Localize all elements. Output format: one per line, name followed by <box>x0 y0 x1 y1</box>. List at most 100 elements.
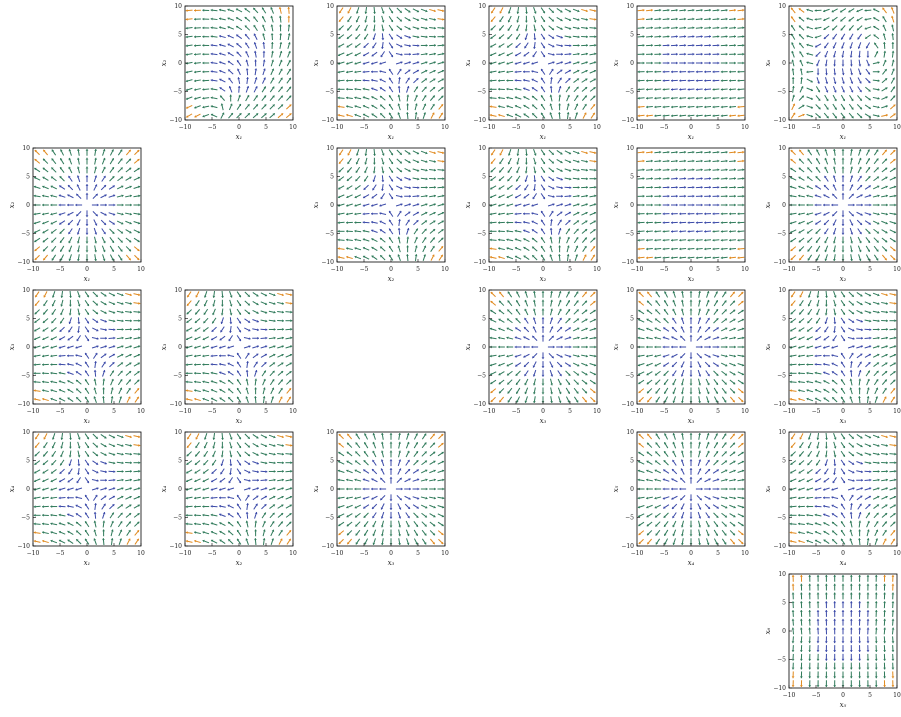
stream-arrowhead <box>842 224 845 226</box>
stream-arrowhead <box>663 346 665 349</box>
stream-arrowhead <box>364 12 367 14</box>
stream-arrowhead <box>646 212 648 215</box>
stream-arrowhead <box>338 213 340 216</box>
stream-arrowhead <box>86 242 89 244</box>
stream-arrowhead <box>721 248 723 251</box>
stream-arrowhead <box>663 88 665 91</box>
stream-arrowhead <box>525 21 528 23</box>
stream-arrowhead <box>704 88 706 91</box>
stream-arrowhead <box>815 204 817 207</box>
stream-arrowhead <box>654 230 656 233</box>
x-tick-label: 5 <box>868 124 872 131</box>
stream-arrowhead <box>654 256 656 259</box>
stream-arrowhead <box>381 180 384 182</box>
stream-arrowhead <box>676 44 678 47</box>
stream-arrowhead <box>578 53 580 56</box>
stream-arrowhead <box>417 186 419 189</box>
stream-arrowhead <box>823 204 825 207</box>
stream-arrowhead <box>696 212 698 215</box>
stream-arrowhead <box>853 204 855 207</box>
stream-arrowhead <box>684 26 686 29</box>
stream-arrowhead <box>643 62 645 65</box>
stream-arrowhead <box>833 65 836 67</box>
stream-arrowhead <box>742 186 744 189</box>
panel-0-4: −10−10−5−500551010x₁x₅ <box>612 3 749 141</box>
stream-arrowhead <box>643 204 645 207</box>
stream-arrowhead <box>586 186 588 189</box>
stream-arrowhead <box>692 35 694 38</box>
stream-arrowhead <box>212 296 215 298</box>
stream-arrowhead <box>684 204 686 207</box>
stream-arrowhead <box>516 154 519 156</box>
x-tick-label: 5 <box>264 124 268 131</box>
stream-arrowhead <box>663 212 665 215</box>
stream-arrowhead <box>406 254 409 256</box>
stream-arrowhead <box>713 248 715 251</box>
stream-arrowhead <box>842 250 845 252</box>
x-axis-label: x₁ <box>84 275 91 283</box>
x-tick-label: 5 <box>868 266 872 273</box>
stream-arrowhead <box>346 88 348 91</box>
stream-arrowhead <box>498 88 500 91</box>
stream-arrowhead <box>878 97 880 100</box>
stream-arrowhead <box>798 195 800 198</box>
stream-arrowhead <box>659 151 661 154</box>
y-tick-label: −10 <box>321 117 334 124</box>
stream-lines <box>490 291 596 403</box>
y-tick-label: 10 <box>22 145 30 152</box>
stream-arrowhead <box>842 242 845 244</box>
x-tick-label: 10 <box>593 266 601 273</box>
stream-arrowhead <box>701 151 703 154</box>
stream-arrowhead <box>659 35 661 38</box>
stream-arrowhead <box>553 346 555 349</box>
stream-arrowhead <box>550 219 553 221</box>
stream-arrowhead <box>434 27 436 30</box>
stream-arrowhead <box>237 77 240 79</box>
stream-arrowhead <box>442 27 444 30</box>
x-axis-label: x₂ <box>688 275 695 283</box>
stream-arrowhead <box>373 171 376 173</box>
plot-frame <box>489 290 597 404</box>
stream-arrowhead <box>717 186 719 189</box>
y-tick-label: −10 <box>773 117 786 124</box>
stream-arrowhead <box>806 71 808 74</box>
stream-arrowhead <box>130 337 132 340</box>
stream-arrowhead <box>690 375 693 377</box>
stream-arrowhead <box>717 53 719 56</box>
stream-arrowhead <box>94 361 97 363</box>
stream-arrowhead <box>638 70 640 73</box>
x-tick-label: 5 <box>416 124 420 131</box>
stream-arrowhead <box>646 346 648 349</box>
stream-arrowhead <box>659 168 661 171</box>
stream-arrowhead <box>515 71 517 74</box>
stream-arrowhead <box>354 213 356 216</box>
stream-arrowhead <box>398 77 401 79</box>
stream-arrowhead <box>542 392 545 394</box>
stream-arrowhead <box>729 97 731 100</box>
stream-arrowhead <box>363 213 365 216</box>
stream-arrowhead <box>194 44 196 47</box>
stream-arrowhead <box>246 77 249 79</box>
stream-arrowhead <box>842 175 845 177</box>
stream-arrowhead <box>692 177 694 180</box>
y-tick-label: 0 <box>330 60 334 67</box>
stream-arrowhead <box>718 204 720 207</box>
stream-arrowhead <box>638 239 640 242</box>
stream-arrowhead <box>659 62 661 65</box>
y-axis-label: x₅ <box>612 201 620 208</box>
stream-arrowhead <box>742 26 744 29</box>
stream-arrowhead <box>696 106 698 109</box>
stream-arrowhead <box>737 88 739 91</box>
stream-arrowhead <box>138 328 140 331</box>
stream-arrowhead <box>668 168 670 171</box>
stream-arrowhead <box>516 12 519 14</box>
stream-arrowhead <box>709 62 711 65</box>
stream-arrowhead <box>194 372 196 375</box>
stream-arrowhead <box>734 186 736 189</box>
stream-arrowhead <box>684 53 686 56</box>
stream-arrowhead <box>698 300 701 302</box>
stream-arrowhead <box>668 18 670 21</box>
stream-arrowhead <box>684 151 686 154</box>
x-tick-label: 5 <box>568 266 572 273</box>
